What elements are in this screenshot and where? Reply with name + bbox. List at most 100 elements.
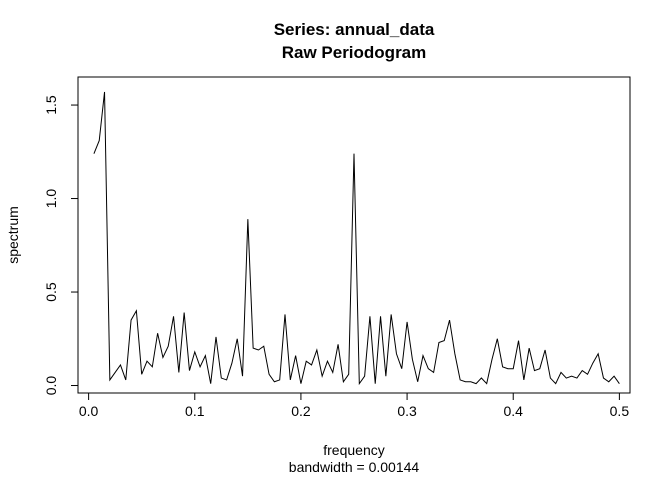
data-point xyxy=(614,376,615,377)
data-point xyxy=(306,361,307,362)
data-point xyxy=(481,378,482,379)
data-point xyxy=(592,363,593,364)
data-point xyxy=(513,368,514,369)
data-point xyxy=(370,316,371,317)
data-point xyxy=(322,376,323,377)
x-tick-label: 0.1 xyxy=(185,403,205,419)
series-line-0 xyxy=(93,91,620,386)
data-point xyxy=(247,219,248,220)
plot-area xyxy=(93,91,620,386)
data-point xyxy=(577,378,578,379)
data-point xyxy=(115,372,116,373)
data-point xyxy=(359,383,360,384)
x-axis-label: frequency xyxy=(323,442,384,458)
y-tick-label: 0.0 xyxy=(43,376,59,396)
y-tick-label: 1.0 xyxy=(43,189,59,209)
data-point xyxy=(279,380,280,381)
data-point xyxy=(173,316,174,317)
data-point xyxy=(486,383,487,384)
data-point xyxy=(465,381,466,382)
data-point xyxy=(354,153,355,154)
data-point xyxy=(290,380,291,381)
data-point xyxy=(619,383,620,384)
data-point xyxy=(226,380,227,381)
data-point xyxy=(205,355,206,356)
data-point xyxy=(582,370,583,371)
data-point xyxy=(210,383,211,384)
data-point xyxy=(407,322,408,323)
data-point xyxy=(561,372,562,373)
data-point xyxy=(311,365,312,366)
data-point xyxy=(603,378,604,379)
data-point xyxy=(598,353,599,354)
x-axis-sublabel: bandwidth = 0.00144 xyxy=(289,459,420,475)
data-point xyxy=(391,314,392,315)
x-tick-label: 0.4 xyxy=(503,403,523,419)
data-point xyxy=(120,365,121,366)
data-point xyxy=(253,348,254,349)
data-point xyxy=(608,381,609,382)
data-point xyxy=(343,381,344,382)
data-point xyxy=(232,363,233,364)
data-point xyxy=(269,374,270,375)
y-axis-label: spectrum xyxy=(5,206,21,264)
data-point xyxy=(412,359,413,360)
x-tick-label: 0.0 xyxy=(79,403,99,419)
data-point xyxy=(433,372,434,373)
data-point xyxy=(274,381,275,382)
data-point xyxy=(285,314,286,315)
data-point xyxy=(125,380,126,381)
x-tick-label: 0.3 xyxy=(397,403,417,419)
data-point xyxy=(237,338,238,339)
data-point xyxy=(571,376,572,377)
data-point xyxy=(566,378,567,379)
chart-subtitle: Raw Periodogram xyxy=(282,43,427,62)
data-point xyxy=(380,316,381,317)
data-point xyxy=(396,353,397,354)
data-point xyxy=(497,338,498,339)
data-point xyxy=(338,344,339,345)
data-point xyxy=(136,310,137,311)
data-point xyxy=(141,374,142,375)
data-point xyxy=(476,383,477,384)
data-point xyxy=(539,368,540,369)
data-point xyxy=(385,376,386,377)
data-point xyxy=(555,383,556,384)
data-point xyxy=(189,370,190,371)
data-point xyxy=(221,378,222,379)
data-point xyxy=(508,368,509,369)
y-tick-label: 0.5 xyxy=(43,282,59,302)
data-point xyxy=(364,376,365,377)
data-point xyxy=(492,359,493,360)
data-point xyxy=(316,350,317,351)
data-point xyxy=(327,361,328,362)
data-point xyxy=(301,383,302,384)
data-point xyxy=(439,342,440,343)
data-point xyxy=(401,368,402,369)
data-point xyxy=(587,374,588,375)
data-point xyxy=(428,368,429,369)
data-point xyxy=(454,353,455,354)
data-point xyxy=(460,380,461,381)
y-axis: 0.0 0.5 1.0 1.5 xyxy=(43,95,79,396)
data-point xyxy=(109,380,110,381)
data-point xyxy=(104,92,105,93)
data-point xyxy=(178,372,179,373)
data-point xyxy=(523,380,524,381)
data-point xyxy=(375,383,376,384)
data-point xyxy=(157,333,158,334)
x-axis: 0.0 0.1 0.2 0.3 0.4 0.5 xyxy=(79,392,630,419)
data-point xyxy=(152,366,153,367)
data-point xyxy=(99,140,100,141)
data-point xyxy=(518,340,519,341)
data-point xyxy=(545,350,546,351)
data-point xyxy=(200,366,201,367)
data-point xyxy=(295,355,296,356)
x-tick-label: 0.5 xyxy=(610,403,630,419)
data-point xyxy=(94,153,95,154)
data-point xyxy=(534,370,535,371)
data-point xyxy=(216,337,217,338)
data-point xyxy=(550,378,551,379)
